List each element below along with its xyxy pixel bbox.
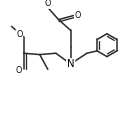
Text: N: N: [67, 59, 75, 69]
Text: O: O: [75, 11, 81, 20]
Text: O: O: [16, 30, 23, 39]
Text: O: O: [45, 0, 51, 8]
Text: O: O: [16, 66, 22, 75]
